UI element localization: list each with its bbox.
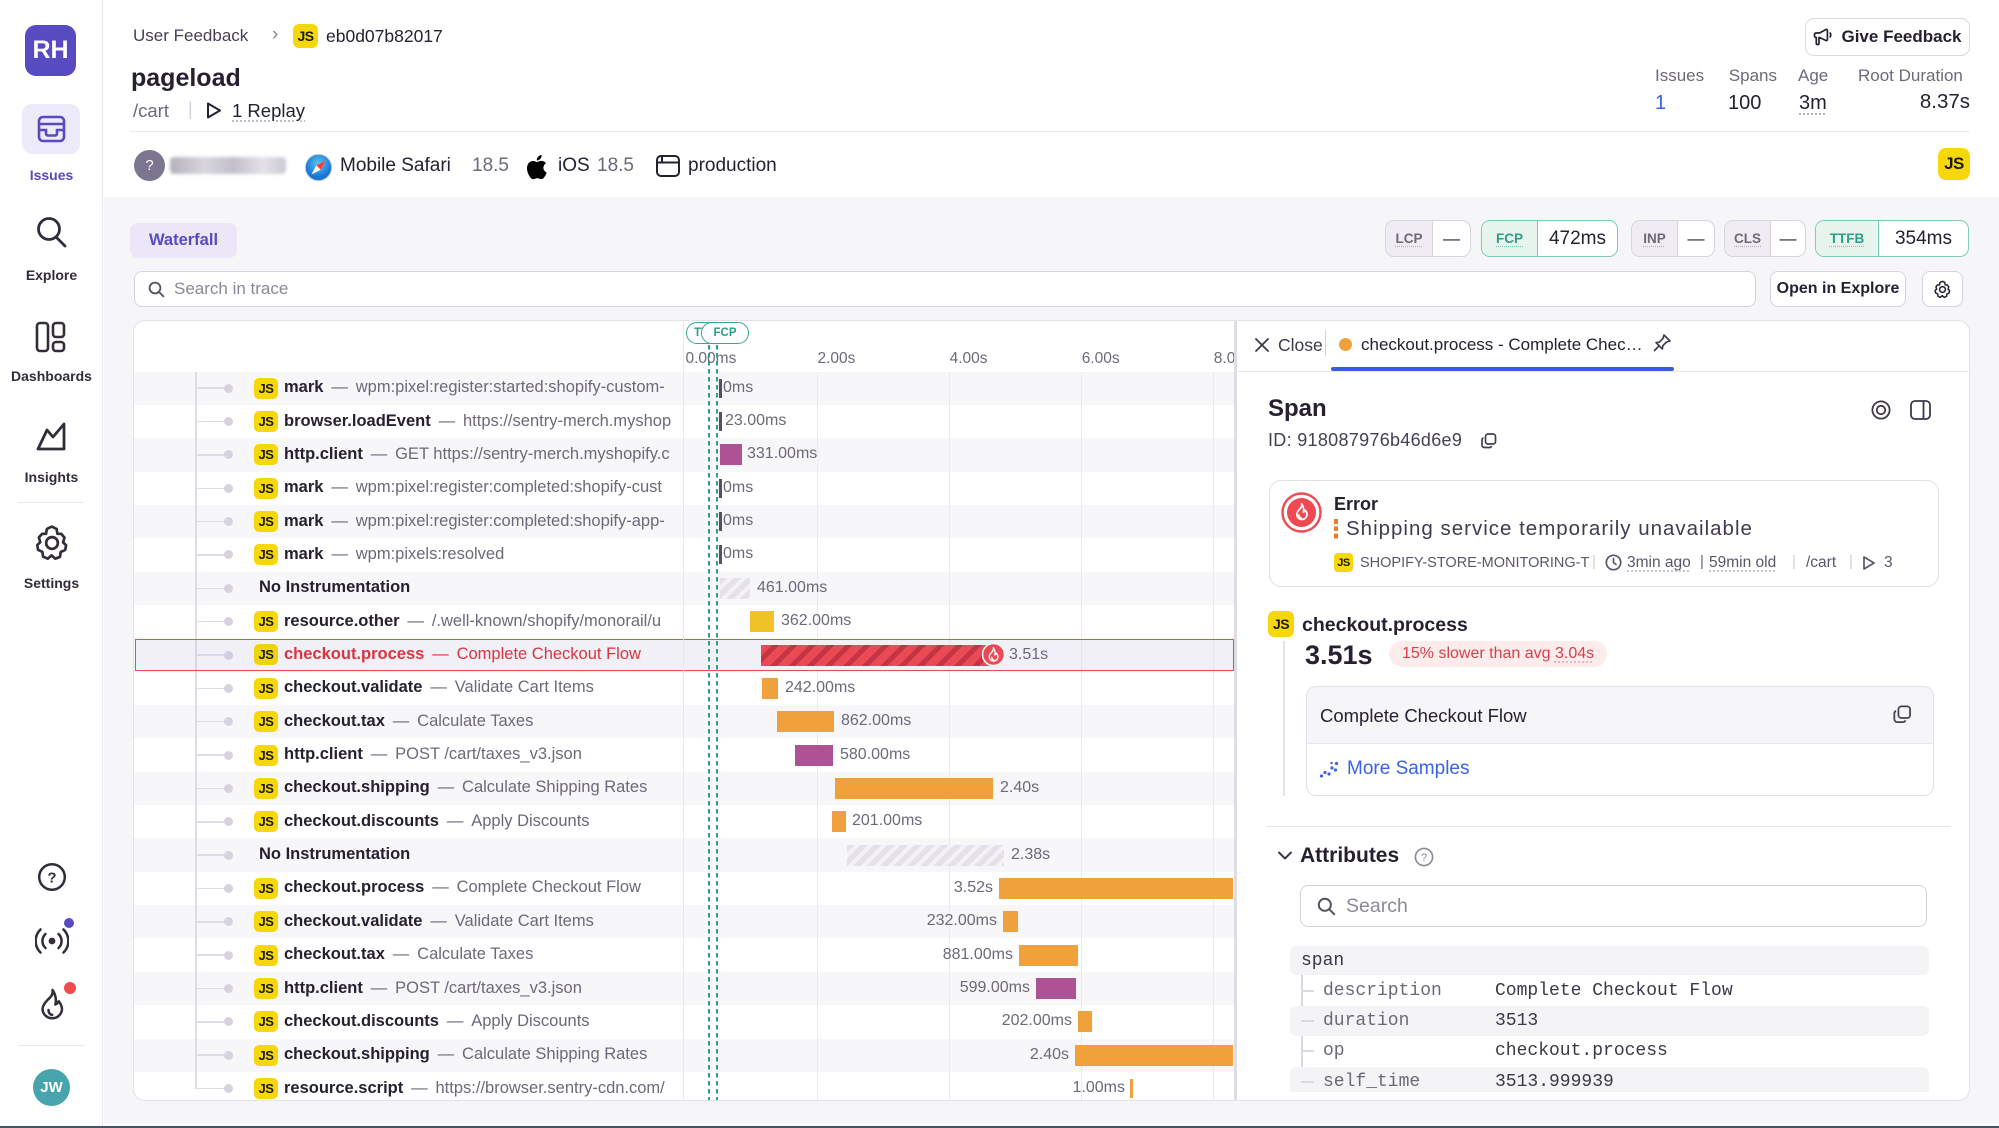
svg-text:?: ?	[47, 870, 56, 887]
svg-text:?: ?	[1421, 852, 1427, 864]
